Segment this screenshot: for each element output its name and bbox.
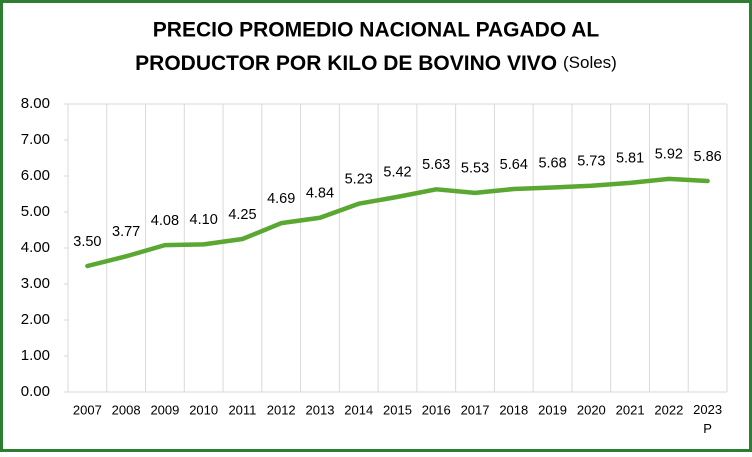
data-label: 5.64 [500, 157, 528, 173]
data-label: 4.84 [306, 186, 334, 202]
x-tick-label: 2009 [150, 402, 179, 417]
chart-subtitle: (Soles) [563, 53, 617, 72]
x-tick-label: 2007 [73, 402, 102, 417]
data-label: 5.53 [461, 161, 489, 177]
x-tick-label: 2023 P [693, 402, 722, 436]
x-tick-label: 2021 [616, 402, 645, 417]
data-label: 5.23 [345, 172, 373, 188]
x-tick-label: 2010 [189, 402, 218, 417]
y-tick-label: 5.00 [21, 203, 50, 220]
data-label: 5.81 [616, 151, 644, 167]
x-tick-label: 2019 [538, 402, 567, 417]
data-label: 5.68 [538, 155, 566, 171]
x-tick-label: 2017 [461, 402, 490, 417]
y-tick-label: 7.00 [21, 131, 50, 148]
y-tick-label: 4.00 [21, 239, 50, 256]
data-label: 4.10 [190, 212, 218, 228]
chart-title: PRECIO PROMEDIO NACIONAL PAGADO AL [153, 19, 600, 42]
x-tick-label: 2018 [499, 402, 528, 417]
data-label: 4.25 [228, 207, 256, 223]
x-tick-label: 2016 [422, 402, 451, 417]
y-tick-label: 0.00 [21, 383, 50, 400]
x-tick-label: 2015 [383, 402, 412, 417]
y-tick-label: 1.00 [21, 347, 50, 364]
x-tick-label: 2020 [577, 402, 606, 417]
data-label: 5.73 [577, 154, 605, 170]
chart-title: PRODUCTOR POR KILO DE BOVINO VIVO [135, 52, 557, 75]
x-tick-label: 2008 [112, 402, 141, 417]
y-tick-label: 3.00 [21, 275, 50, 292]
chart-title: PRODUCTOR POR KILO DE BOVINO VIVO (Soles… [135, 52, 617, 75]
data-label: 5.92 [655, 147, 683, 163]
x-tick-label: 2013 [306, 402, 335, 417]
x-tick-label: 2014 [344, 402, 373, 417]
x-tick-label: 2012 [267, 402, 296, 417]
y-tick-label: 2.00 [21, 311, 50, 328]
y-tick-label: 6.00 [21, 167, 50, 184]
data-label: 3.77 [112, 224, 140, 240]
data-label: 4.69 [267, 191, 295, 207]
x-tick-label: 2011 [228, 402, 256, 417]
x-tick-label: 2022 [654, 402, 683, 417]
data-label: 3.50 [73, 234, 101, 250]
data-label: 5.86 [694, 149, 722, 165]
data-label: 5.42 [383, 165, 411, 181]
data-label: 5.63 [422, 157, 450, 173]
y-tick-label: 8.00 [21, 95, 50, 112]
line [85, 176, 710, 269]
data-label: 4.08 [151, 213, 179, 229]
